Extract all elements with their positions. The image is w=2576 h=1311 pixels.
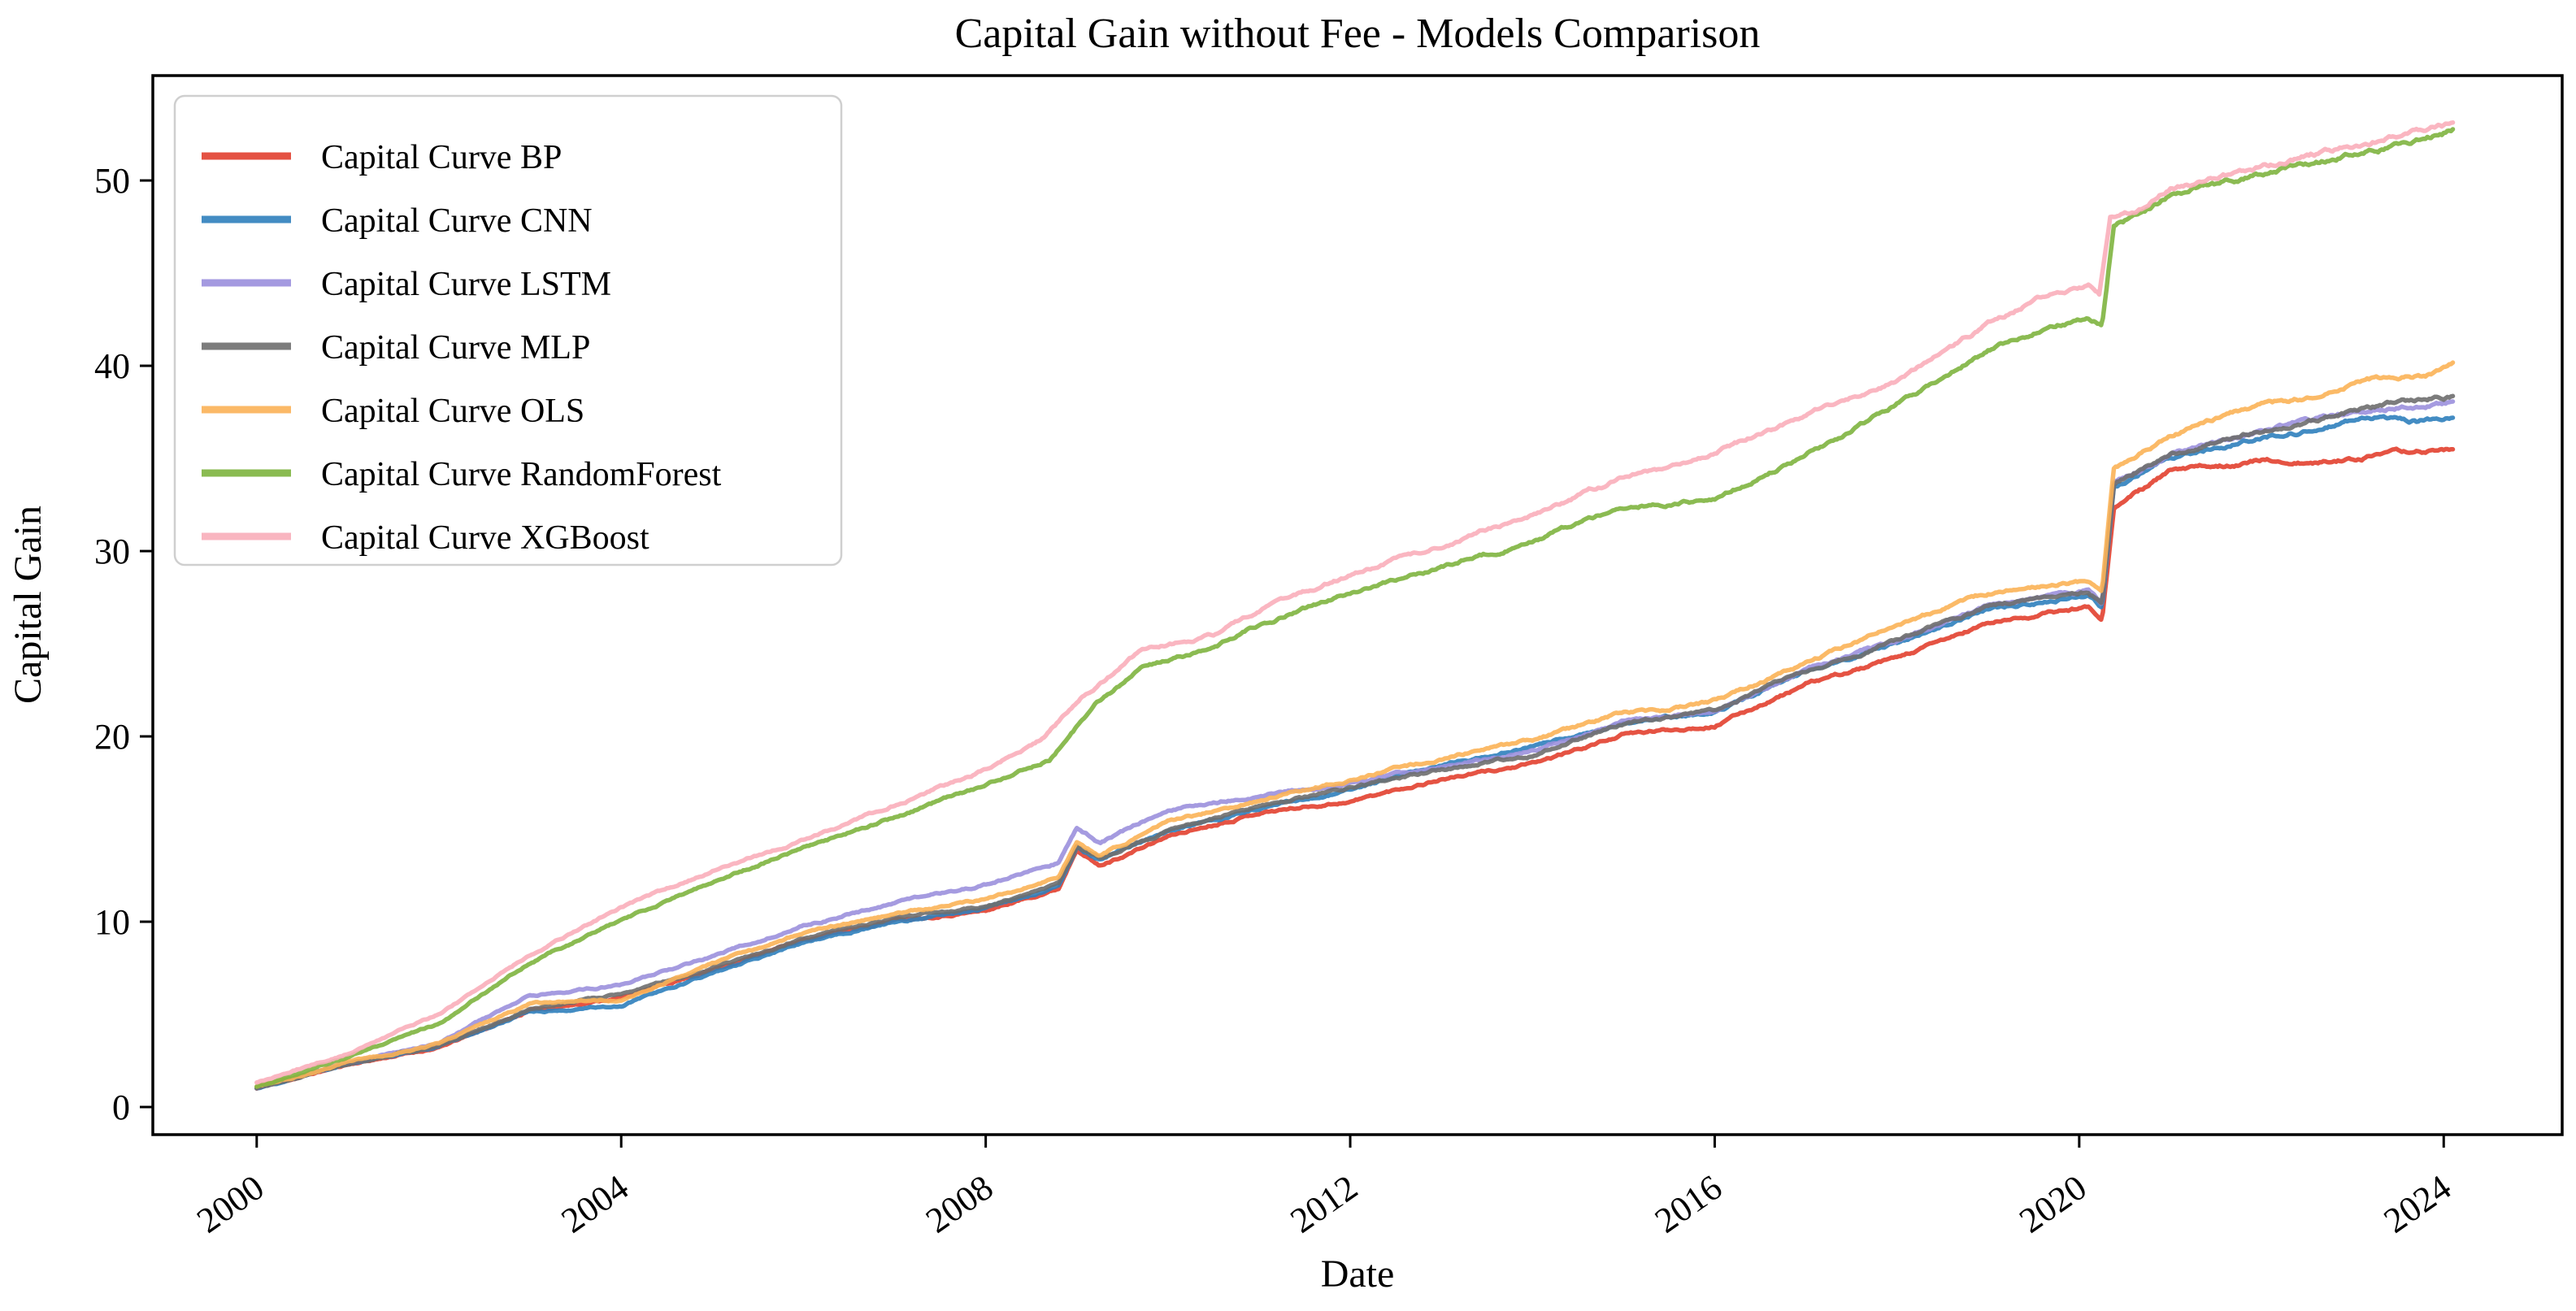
legend-label-bp: Capital Curve BP	[321, 139, 562, 176]
plot-series-layer	[254, 120, 2456, 1091]
legend-label-randomforest: Capital Curve RandomForest	[321, 456, 722, 493]
x-tick-label: 2016	[1648, 1167, 1729, 1241]
series-line-ols	[254, 360, 2456, 1089]
legend-label-xgboost: Capital Curve XGBoost	[321, 519, 649, 557]
y-tick-label: 50	[94, 161, 130, 201]
x-tick-label: 2000	[189, 1167, 271, 1241]
y-axis: 0 10 20 30 40 50	[94, 161, 153, 1127]
legend-label-mlp: Capital Curve MLP	[321, 329, 590, 367]
y-tick-label: 30	[94, 532, 130, 571]
legend-label-cnn: Capital Curve CNN	[321, 202, 593, 240]
y-tick-label: 20	[94, 717, 130, 757]
y-tick-label: 40	[94, 346, 130, 386]
chart-title: Capital Gain without Fee - Models Compar…	[955, 11, 1761, 57]
x-tick-label: 2024	[2377, 1167, 2458, 1241]
plot-border	[151, 74, 2564, 1136]
x-tick-label: 2004	[554, 1167, 636, 1241]
legend-label-ols: Capital Curve OLS	[321, 393, 584, 430]
x-tick-label: 2020	[2012, 1167, 2093, 1241]
series-line-randomforest	[254, 127, 2456, 1089]
legend: Capital Curve BP Capital Curve CNN Capital…	[173, 94, 843, 567]
x-tick-label: 2012	[1284, 1167, 1365, 1241]
y-tick-label: 0	[112, 1087, 130, 1127]
series-line-xgboost	[254, 120, 2456, 1085]
legend-label-lstm: Capital Curve LSTM	[321, 266, 611, 303]
x-axis-label: Date	[1321, 1252, 1395, 1296]
y-axis-label: Capital Gain	[7, 506, 50, 704]
series-line-bp	[254, 446, 2456, 1091]
legend-box	[173, 94, 843, 567]
y-tick-label: 10	[94, 902, 130, 942]
series-line-mlp	[254, 393, 2456, 1091]
x-tick-label: 2008	[919, 1167, 1000, 1241]
x-axis: 2000 2004 2008 2012 2016 2020 2024	[189, 1135, 2458, 1241]
